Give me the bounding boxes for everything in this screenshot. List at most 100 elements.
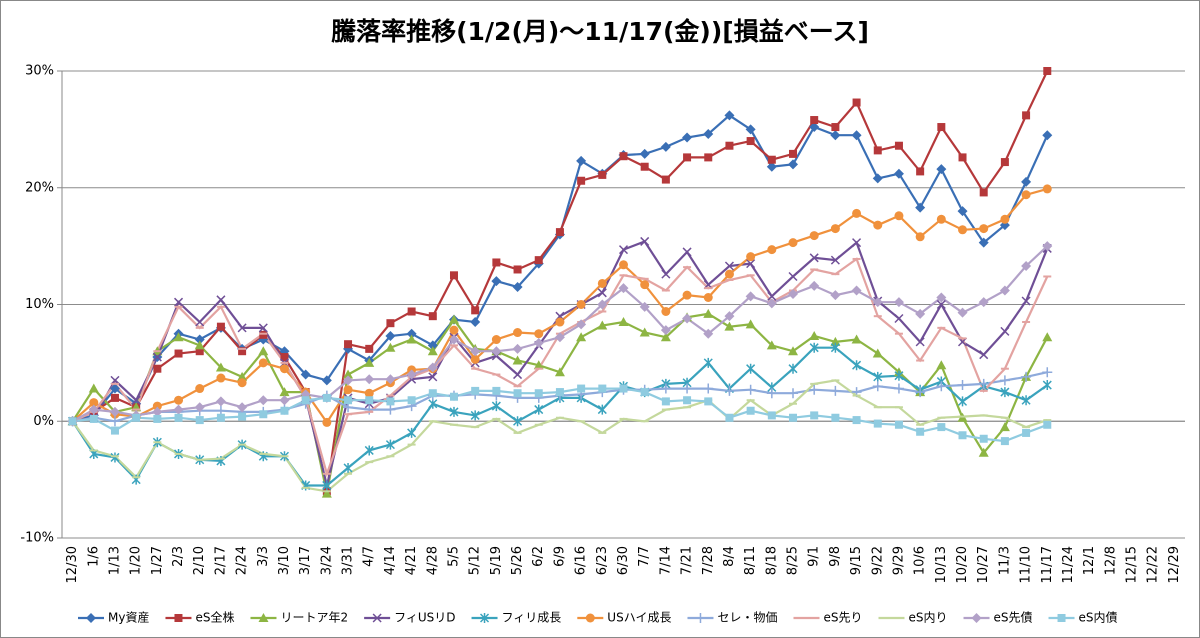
- marker: [660, 141, 671, 152]
- x-tick-label: 12/22: [1146, 546, 1161, 583]
- marker: [639, 327, 650, 337]
- marker: [470, 354, 480, 364]
- marker: [809, 342, 819, 353]
- x-tick-label: 4/14: [383, 546, 398, 575]
- marker: [724, 269, 734, 279]
- marker: [872, 348, 883, 358]
- marker: [407, 396, 416, 405]
- marker: [364, 374, 375, 385]
- marker: [978, 297, 989, 308]
- marker: [385, 374, 396, 385]
- marker: [407, 427, 417, 438]
- marker: [830, 342, 840, 353]
- legend-label: セレ・物価: [717, 611, 777, 625]
- marker: [1000, 387, 1010, 398]
- x-tick-label: 6/23: [595, 546, 610, 575]
- marker: [893, 168, 904, 179]
- marker: [830, 130, 841, 141]
- marker: [830, 290, 841, 301]
- marker: [470, 346, 481, 357]
- marker: [936, 299, 946, 310]
- marker: [407, 307, 416, 316]
- marker: [979, 434, 988, 443]
- marker: [724, 311, 735, 322]
- marker: [745, 319, 756, 329]
- x-tick-label: 12/30: [65, 546, 80, 583]
- marker: [1021, 190, 1031, 200]
- legend-item: eS先り: [793, 611, 863, 625]
- marker: [1021, 296, 1031, 306]
- marker: [767, 155, 776, 164]
- marker: [448, 334, 459, 345]
- marker: [1043, 67, 1052, 75]
- marker: [640, 388, 649, 397]
- marker: [597, 299, 608, 310]
- marker: [788, 388, 799, 399]
- marker: [745, 291, 756, 302]
- marker: [216, 413, 225, 422]
- marker: [1022, 428, 1031, 437]
- marker: [894, 313, 904, 324]
- x-tick-label: 7/14: [658, 546, 673, 575]
- marker: [385, 404, 396, 415]
- marker: [555, 388, 564, 397]
- marker: [280, 353, 289, 362]
- marker: [449, 325, 459, 335]
- legend-label: My資産: [108, 610, 149, 625]
- marker: [216, 373, 226, 383]
- marker: [279, 395, 290, 406]
- marker: [576, 332, 587, 342]
- x-tick-label: 9/22: [870, 546, 885, 575]
- marker: [683, 153, 692, 162]
- marker: [534, 256, 543, 265]
- marker: [851, 334, 862, 344]
- marker: [343, 375, 354, 386]
- marker: [598, 170, 607, 179]
- marker: [873, 419, 882, 428]
- legend-marker: [86, 613, 96, 623]
- marker: [300, 369, 311, 380]
- marker: [491, 335, 501, 345]
- marker: [109, 406, 120, 417]
- marker: [215, 362, 226, 372]
- marker: [597, 288, 607, 298]
- marker: [852, 208, 862, 218]
- y-tick-label: -10%: [20, 531, 54, 546]
- x-tick-label: 12/15: [1125, 546, 1140, 583]
- legend-item: eS先債: [963, 610, 1033, 625]
- marker: [978, 378, 989, 389]
- marker: [809, 280, 820, 291]
- x-tick-label: 3/24: [319, 546, 334, 575]
- legend-label: リートア年2: [280, 611, 348, 625]
- marker: [810, 411, 819, 420]
- marker: [958, 153, 967, 162]
- marker: [513, 416, 523, 427]
- marker: [767, 291, 777, 301]
- marker: [386, 397, 395, 406]
- marker: [1021, 395, 1031, 406]
- marker: [703, 308, 714, 318]
- marker: [979, 350, 989, 360]
- legend-item: My資産: [78, 610, 149, 625]
- legend-label: USハイ成長: [607, 611, 671, 625]
- marker: [809, 384, 820, 395]
- marker: [174, 413, 183, 422]
- marker: [830, 336, 841, 346]
- marker: [597, 320, 608, 330]
- legend-item: セレ・物価: [687, 611, 777, 625]
- marker: [174, 349, 183, 358]
- marker: [619, 260, 628, 270]
- marker: [534, 329, 544, 339]
- marker: [894, 370, 904, 381]
- marker: [492, 258, 501, 267]
- marker: [1042, 380, 1052, 391]
- x-tick-label: 12/1: [1082, 546, 1097, 575]
- marker: [237, 371, 248, 381]
- marker: [639, 301, 650, 312]
- marker: [597, 404, 607, 415]
- x-tick-label: 11/17: [1040, 546, 1055, 583]
- x-tick-label: 12/8: [1103, 546, 1118, 575]
- marker: [957, 396, 968, 407]
- x-tick-label: 8/4: [722, 546, 737, 567]
